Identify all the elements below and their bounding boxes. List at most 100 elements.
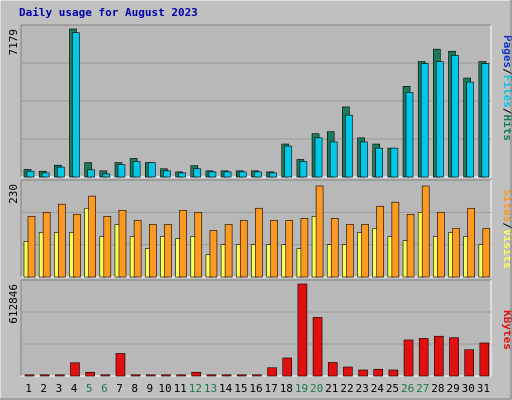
legend-separator: / xyxy=(501,68,512,75)
legend-item-sites: Sites xyxy=(501,189,512,222)
bar-sites xyxy=(103,216,112,278)
bar-files xyxy=(178,172,186,178)
bar-kbytes xyxy=(55,374,65,377)
bar-files xyxy=(208,171,217,178)
day-label: 29 xyxy=(446,382,459,395)
bar-kbytes xyxy=(236,374,247,377)
bar-sites xyxy=(58,203,66,278)
bar-kbytes xyxy=(221,374,232,377)
bar-kbytes xyxy=(449,337,459,377)
bar-files xyxy=(223,171,232,178)
bar-sites xyxy=(361,224,369,278)
legend-separator: / xyxy=(501,222,512,229)
day-label: 22 xyxy=(340,382,353,395)
bar-files xyxy=(87,169,95,178)
bar-files xyxy=(193,168,202,178)
bar-files xyxy=(390,147,399,178)
bar-kbytes xyxy=(297,283,308,377)
legend-item-files: Files xyxy=(501,75,512,108)
day-label: 7 xyxy=(116,382,123,395)
day-label: 9 xyxy=(147,382,154,395)
bar-kbytes xyxy=(130,374,141,377)
bar-kbytes xyxy=(327,362,338,377)
bar-sites xyxy=(255,207,263,278)
legend-item-pages: Pages xyxy=(501,35,512,68)
bar-files xyxy=(254,171,262,178)
day-label: 26 xyxy=(401,382,414,395)
bar-sites xyxy=(148,224,157,278)
legend-separator: / xyxy=(501,108,512,115)
bar-files xyxy=(132,161,141,178)
bar-sites xyxy=(406,214,415,278)
day-label: 23 xyxy=(356,382,369,395)
bar-sites xyxy=(239,220,248,278)
bar-kbytes xyxy=(145,374,156,377)
day-label: 8 xyxy=(131,382,138,395)
bar-kbytes xyxy=(312,317,323,377)
day-label: 11 xyxy=(174,382,187,395)
bar-kbytes xyxy=(85,371,95,377)
bar-kbytes xyxy=(373,368,384,377)
day-label: 20 xyxy=(310,382,323,395)
day-label: 13 xyxy=(204,382,217,395)
bar-sites xyxy=(209,230,218,278)
bar-files xyxy=(466,81,474,178)
legend-item-kbytes: KBytes xyxy=(501,310,512,350)
bar-sites xyxy=(437,212,445,278)
bar-kbytes xyxy=(388,369,399,377)
bar-files xyxy=(451,55,459,178)
day-label: 10 xyxy=(158,382,171,395)
bar-files xyxy=(375,147,384,178)
day-label: 12 xyxy=(189,382,202,395)
day-label: 25 xyxy=(386,382,399,395)
panel-2: 230 Sites/Visits xyxy=(7,179,512,278)
bar-kbytes xyxy=(479,342,490,377)
day-label: 27 xyxy=(416,382,429,395)
day-label: 17 xyxy=(265,382,278,395)
legend-item-visits: Visits xyxy=(501,229,512,269)
bar-files xyxy=(26,170,35,178)
day-label: 16 xyxy=(249,382,262,395)
bar-sites xyxy=(164,224,172,278)
bar-files xyxy=(299,161,308,178)
legend-item-hits: Hits xyxy=(501,115,512,142)
bar-sites xyxy=(133,220,142,278)
bar-files xyxy=(269,172,277,178)
bar-kbytes xyxy=(267,367,277,377)
bar-files xyxy=(329,141,338,178)
bar-files xyxy=(147,162,156,178)
bar-files xyxy=(360,141,368,178)
bar-sites xyxy=(330,218,339,278)
day-label: 31 xyxy=(477,382,490,395)
bar-sites xyxy=(300,218,309,278)
bar-sites xyxy=(88,195,96,278)
bar-files xyxy=(436,61,444,178)
day-label: 19 xyxy=(295,382,308,395)
bar-sites xyxy=(421,185,430,278)
bar-kbytes xyxy=(100,374,111,377)
day-label: 14 xyxy=(219,382,233,395)
bar-files xyxy=(102,173,111,178)
bar-kbytes xyxy=(358,369,368,377)
bar-files xyxy=(345,114,353,178)
bar-files xyxy=(420,63,429,178)
day-label: 1 xyxy=(25,382,32,395)
bar-kbytes xyxy=(418,338,429,377)
bar-sites xyxy=(27,216,36,278)
legend: Pages/Files/Hits xyxy=(501,35,512,141)
day-label: 5 xyxy=(86,382,93,395)
bar-sites xyxy=(467,207,475,278)
day-label: 6 xyxy=(101,382,108,395)
bar-files xyxy=(72,32,80,178)
bar-sites xyxy=(42,212,51,278)
ymax-label: 612846 xyxy=(7,284,20,324)
bar-sites xyxy=(118,209,127,278)
bar-files xyxy=(57,166,65,178)
bar-kbytes xyxy=(206,374,217,377)
bar-kbytes xyxy=(343,366,353,377)
bar-kbytes xyxy=(191,371,202,377)
bar-sites xyxy=(391,201,400,278)
bar-sites xyxy=(315,185,324,278)
